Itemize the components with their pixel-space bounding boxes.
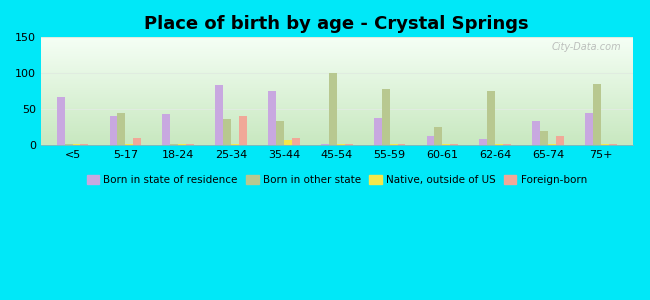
- Bar: [434, 127, 443, 145]
- Bar: [329, 73, 337, 145]
- Bar: [503, 143, 511, 145]
- Bar: [426, 136, 434, 145]
- Bar: [601, 143, 609, 145]
- Bar: [585, 113, 593, 145]
- Bar: [231, 143, 239, 145]
- Bar: [548, 143, 556, 145]
- Bar: [374, 118, 382, 145]
- Bar: [382, 89, 389, 145]
- Bar: [178, 143, 186, 145]
- Bar: [321, 143, 329, 145]
- Bar: [284, 140, 292, 145]
- Text: City-Data.com: City-Data.com: [551, 42, 621, 52]
- Bar: [276, 121, 284, 145]
- Bar: [268, 91, 276, 145]
- Bar: [398, 143, 406, 145]
- Title: Place of birth by age - Crystal Springs: Place of birth by age - Crystal Springs: [144, 15, 529, 33]
- Bar: [81, 143, 88, 145]
- Legend: Born in state of residence, Born in other state, Native, outside of US, Foreign-: Born in state of residence, Born in othe…: [83, 171, 591, 189]
- Bar: [495, 143, 503, 145]
- Bar: [118, 113, 125, 145]
- Bar: [162, 114, 170, 145]
- Bar: [540, 130, 548, 145]
- Bar: [593, 84, 601, 145]
- Bar: [215, 85, 223, 145]
- Bar: [389, 143, 398, 145]
- Bar: [186, 143, 194, 145]
- Bar: [556, 136, 564, 145]
- Bar: [223, 119, 231, 145]
- Bar: [110, 116, 118, 145]
- Bar: [170, 143, 178, 145]
- Bar: [443, 143, 450, 145]
- Bar: [292, 139, 300, 145]
- Bar: [337, 143, 344, 145]
- Bar: [344, 143, 352, 145]
- Bar: [480, 139, 488, 145]
- Bar: [532, 121, 540, 145]
- Bar: [57, 97, 64, 145]
- Bar: [125, 143, 133, 145]
- Bar: [64, 143, 73, 145]
- Bar: [133, 138, 141, 145]
- Bar: [239, 116, 247, 145]
- Bar: [450, 143, 458, 145]
- Bar: [609, 143, 617, 145]
- Bar: [73, 143, 81, 145]
- Bar: [488, 91, 495, 145]
